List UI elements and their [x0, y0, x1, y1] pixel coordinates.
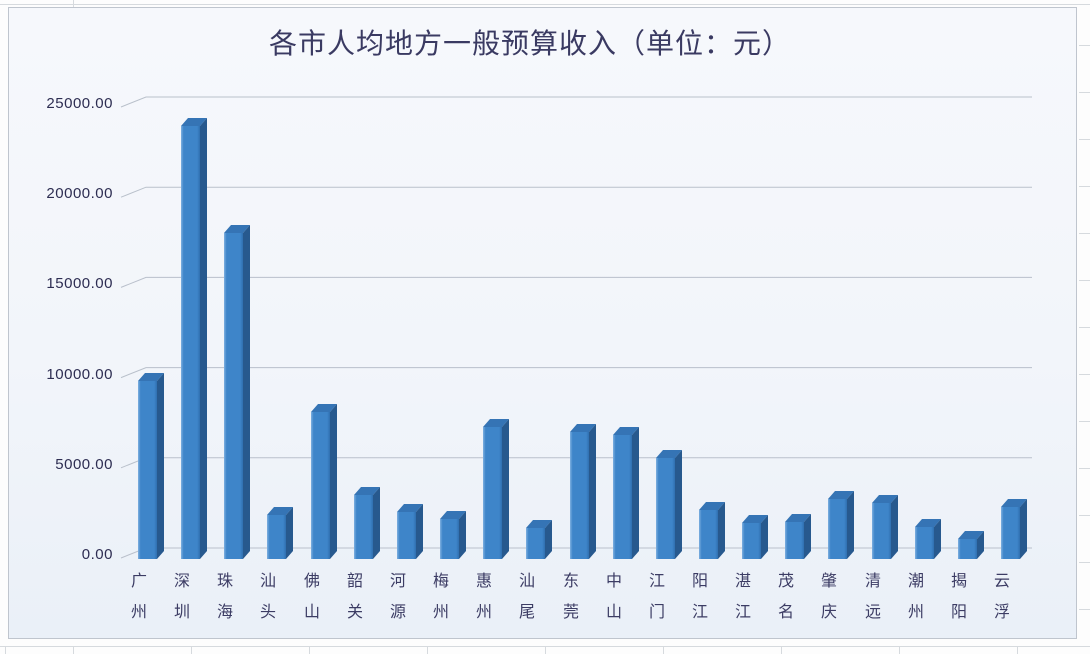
- y-tick-label-10000.00: 10000.00: [46, 365, 113, 383]
- sheet-row-line: [1079, 233, 1090, 234]
- bar-云浮[interactable]: [1001, 499, 1027, 559]
- bar-河源[interactable]: [397, 504, 423, 559]
- sheet-row-line: [1079, 280, 1090, 281]
- sheet-column-line: [545, 646, 546, 654]
- bar-汕尾[interactable]: [526, 520, 552, 559]
- bar-江门[interactable]: [656, 450, 682, 559]
- bar-深圳[interactable]: [181, 118, 207, 559]
- x-category-label-东莞: 东 莞: [562, 573, 579, 621]
- bar-韶关[interactable]: [354, 487, 380, 559]
- sheet-column-line: [73, 0, 74, 7]
- x-category-label-潮州: 潮 州: [907, 573, 924, 621]
- y-tick-label-20000.00: 20000.00: [46, 185, 113, 203]
- bar-潮州[interactable]: [915, 519, 941, 559]
- x-category-label-云浮: 云 浮: [993, 573, 1010, 621]
- sheet-row-line: [1079, 92, 1090, 93]
- sheet-row-line: [1079, 139, 1090, 140]
- x-category-label-韶关: 韶 关: [346, 573, 363, 621]
- x-category-label-惠州: 惠 州: [475, 573, 492, 621]
- x-category-label-河源: 河 源: [389, 573, 406, 621]
- sheet-column-line: [781, 646, 782, 654]
- bar-肇庆[interactable]: [828, 491, 854, 559]
- gridline-10000: [120, 367, 1032, 379]
- bar-珠海[interactable]: [224, 225, 250, 559]
- sheet-row-line: [1079, 562, 1090, 563]
- sheet-column-line: [5, 646, 6, 654]
- sheet-column-line: [191, 646, 192, 654]
- sheet-column-line: [309, 646, 310, 654]
- sheet-row-line: [1079, 468, 1090, 469]
- sheet-row-line: [1079, 45, 1090, 46]
- bar-佛山[interactable]: [311, 404, 337, 559]
- gridline-15000: [120, 276, 1032, 288]
- x-category-label-阳江: 阳 江: [691, 573, 708, 621]
- x-category-label-汕尾: 汕 尾: [518, 573, 535, 621]
- sheet-row-line: [1079, 609, 1090, 610]
- sheet-column-line: [1017, 646, 1018, 654]
- bar-茂名[interactable]: [785, 514, 811, 559]
- sheet-row-line: [1079, 186, 1090, 187]
- x-category-label-深圳: 深 圳: [173, 573, 190, 621]
- x-category-label-梅州: 梅 州: [432, 573, 449, 621]
- sheet-row-line: [1079, 327, 1090, 328]
- x-category-label-中山: 中 山: [605, 573, 622, 621]
- bar-阳江[interactable]: [699, 502, 725, 559]
- y-tick-label-25000.00: 25000.00: [46, 95, 113, 112]
- sheet-column-line: [73, 646, 74, 654]
- bar-梅州[interactable]: [440, 511, 466, 559]
- x-category-label-珠海: 珠 海: [216, 573, 233, 621]
- gridline-20000: [120, 186, 1032, 198]
- x-category-label-汕头: 汕 头: [259, 573, 276, 621]
- x-category-label-佛山: 佛 山: [303, 573, 320, 621]
- gridline-25000: [120, 96, 1032, 108]
- x-category-label-揭阳: 揭 阳: [950, 573, 967, 621]
- sheet-row-line: [1079, 374, 1090, 375]
- x-category-label-肇庆: 肇 庆: [820, 573, 837, 621]
- bar-汕头[interactable]: [267, 507, 293, 559]
- x-category-label-湛江: 湛 江: [734, 573, 751, 621]
- sheet-column-line: [899, 646, 900, 654]
- x-category-label-茂名: 茂 名: [777, 573, 794, 621]
- bar-湛江[interactable]: [742, 515, 768, 559]
- y-tick-label-0.00: 0.00: [81, 546, 113, 563]
- sheet-row-line: [1079, 515, 1090, 516]
- sheet-row-line: [0, 4, 1090, 5]
- bar-广州[interactable]: [138, 373, 164, 559]
- sheet-row-line: [1079, 421, 1090, 422]
- x-category-label-清远: 清 远: [864, 573, 881, 621]
- x-category-label-广州: 广 州: [130, 573, 147, 621]
- sheet-column-line: [427, 646, 428, 654]
- chart-title: 各市人均地方一般预算收入（单位：元）: [268, 28, 791, 59]
- y-tick-label-5000.00: 5000.00: [55, 455, 113, 473]
- y-tick-label-15000.00: 15000.00: [46, 275, 113, 293]
- bar-惠州[interactable]: [483, 419, 509, 559]
- bar-东莞[interactable]: [570, 424, 596, 559]
- bar-清远[interactable]: [872, 495, 898, 559]
- bar-中山[interactable]: [613, 427, 639, 559]
- bar-揭阳[interactable]: [958, 531, 984, 559]
- sheet-column-line: [663, 646, 664, 654]
- x-category-label-江门: 江 门: [648, 573, 665, 621]
